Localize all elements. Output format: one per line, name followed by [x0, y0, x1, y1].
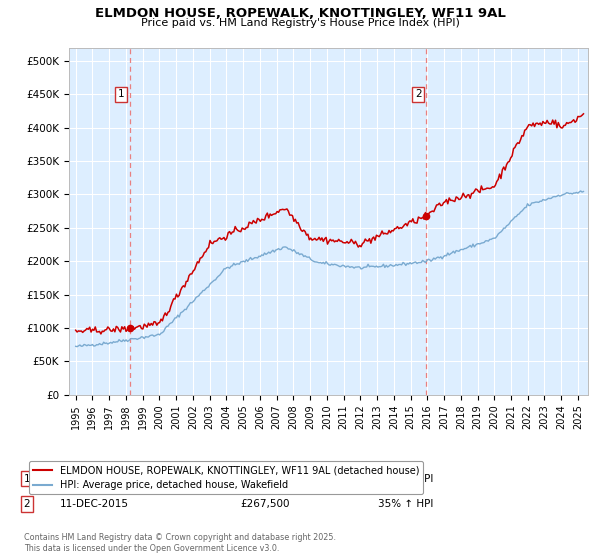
Text: £100,000: £100,000 [240, 474, 289, 484]
Text: 1: 1 [118, 90, 125, 99]
Text: Price paid vs. HM Land Registry's House Price Index (HPI): Price paid vs. HM Land Registry's House … [140, 18, 460, 28]
Text: Contains HM Land Registry data © Crown copyright and database right 2025.
This d: Contains HM Land Registry data © Crown c… [24, 534, 336, 553]
Text: 2: 2 [23, 499, 31, 509]
Text: £267,500: £267,500 [240, 499, 290, 509]
Text: ELMDON HOUSE, ROPEWALK, KNOTTINGLEY, WF11 9AL: ELMDON HOUSE, ROPEWALK, KNOTTINGLEY, WF1… [95, 7, 505, 20]
Legend: ELMDON HOUSE, ROPEWALK, KNOTTINGLEY, WF11 9AL (detached house), HPI: Average pri: ELMDON HOUSE, ROPEWALK, KNOTTINGLEY, WF1… [29, 461, 424, 494]
Text: 2: 2 [415, 90, 421, 99]
Text: 11-DEC-2015: 11-DEC-2015 [60, 499, 129, 509]
Text: 31% ↑ HPI: 31% ↑ HPI [378, 474, 433, 484]
Text: 1: 1 [23, 474, 31, 484]
Text: 35% ↑ HPI: 35% ↑ HPI [378, 499, 433, 509]
Text: 23-MAR-1998: 23-MAR-1998 [60, 474, 130, 484]
